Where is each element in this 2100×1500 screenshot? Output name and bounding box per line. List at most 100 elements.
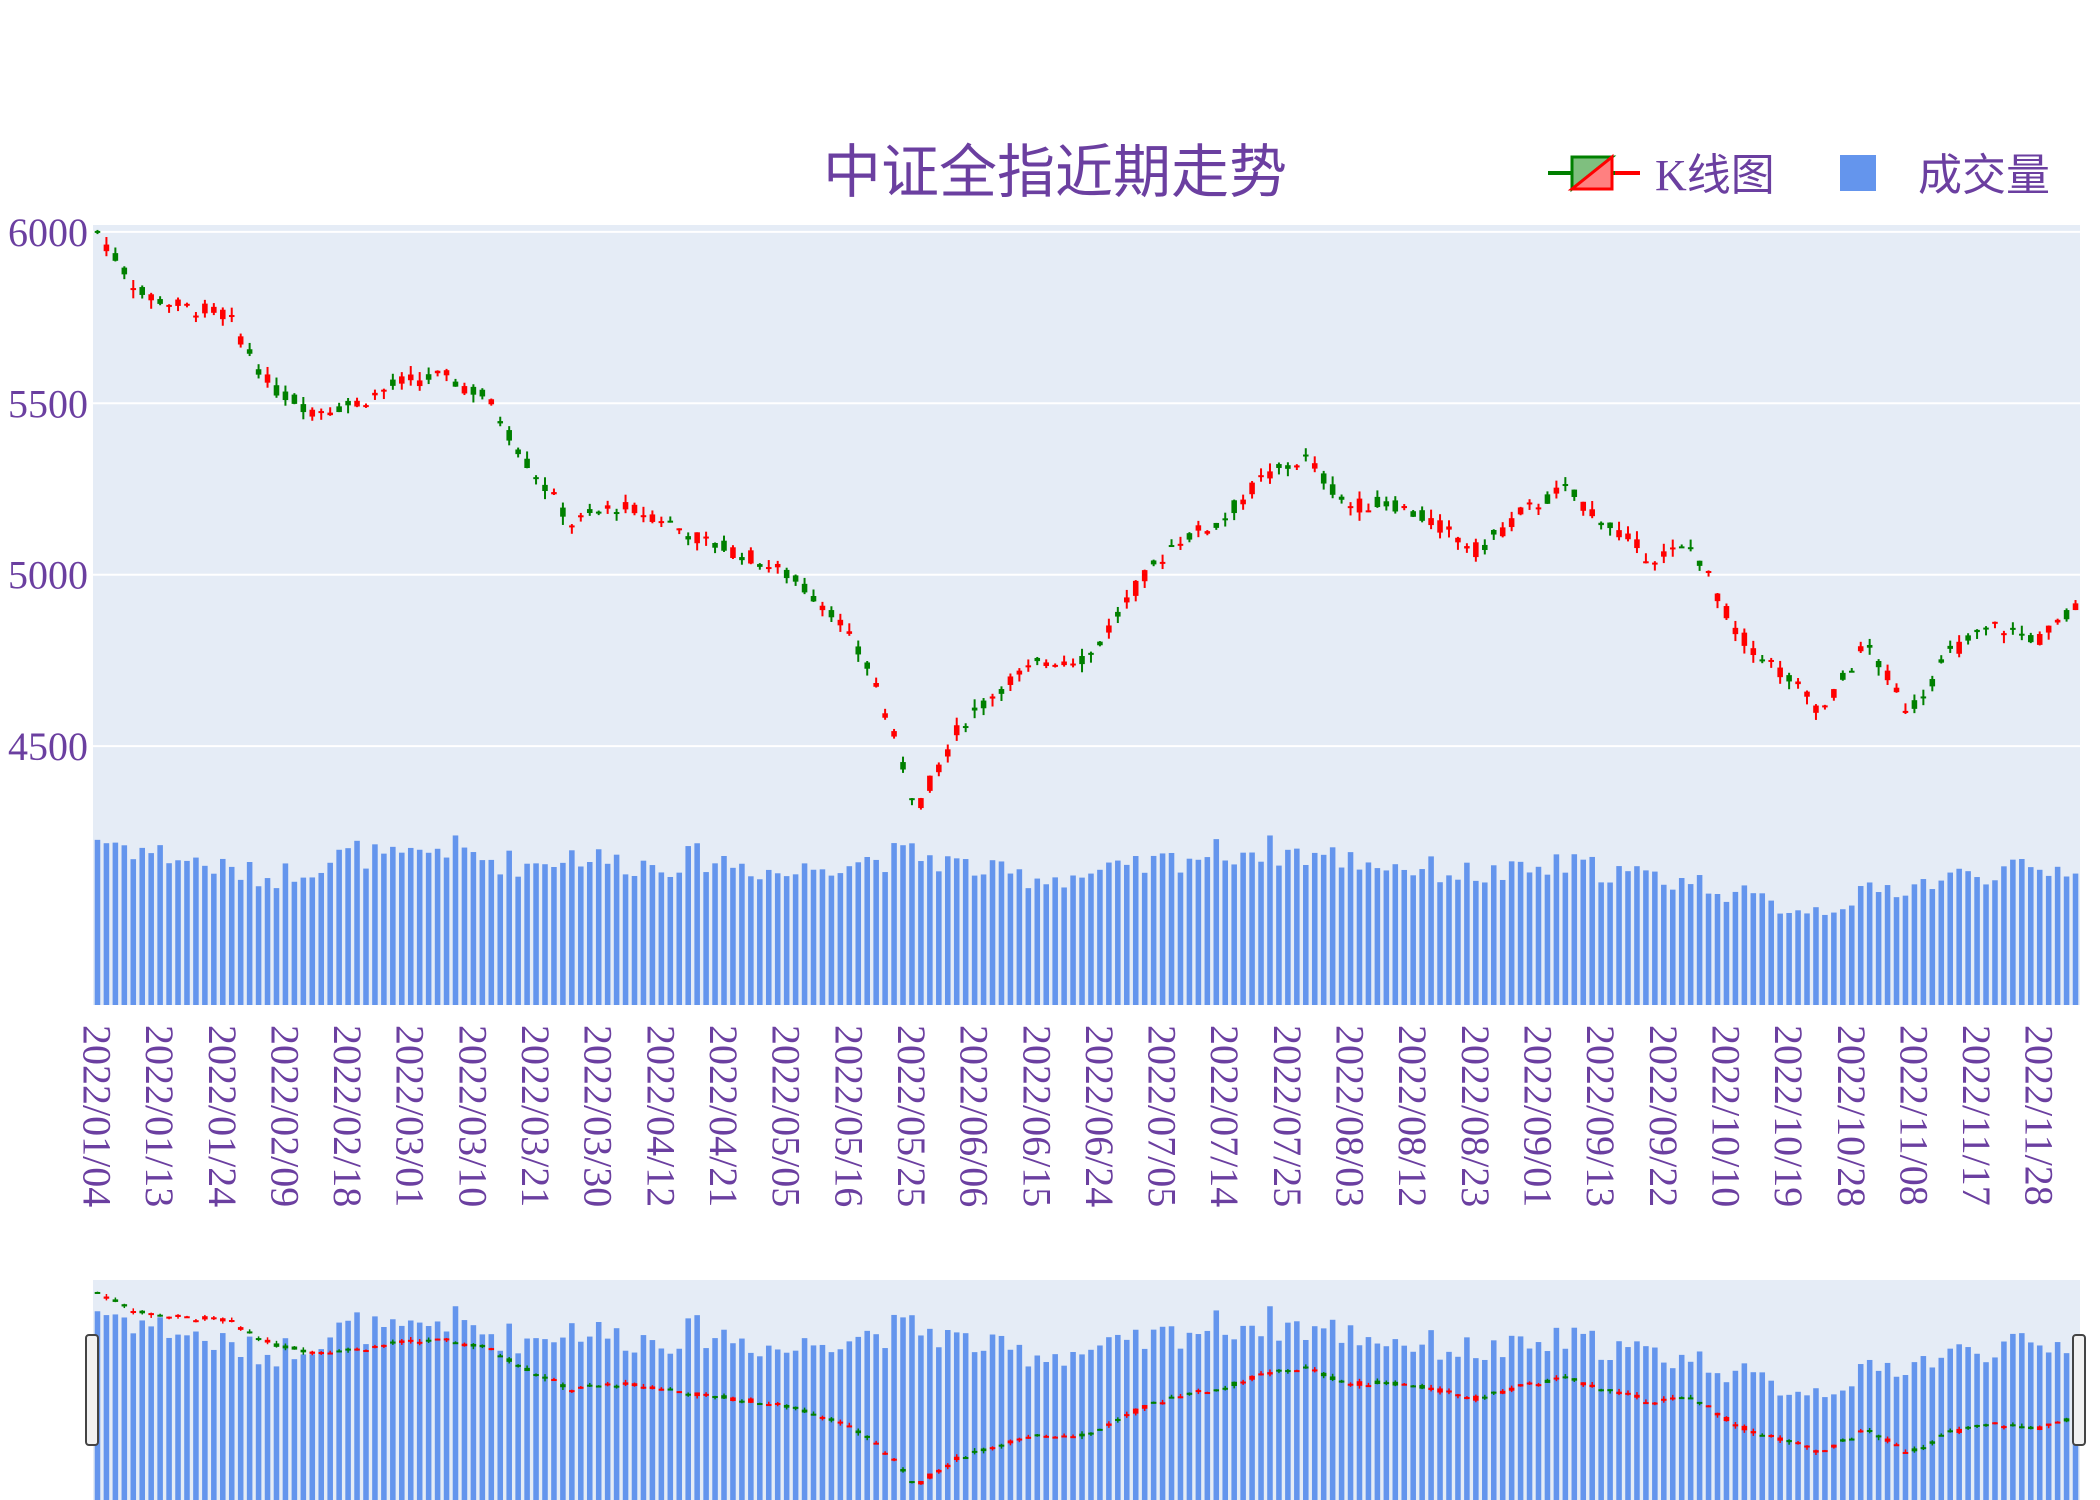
volume-bar [1544, 874, 1551, 1005]
mini-candle-body [1750, 1431, 1757, 1434]
volume-bar [1607, 882, 1613, 1005]
mini-candle-body [470, 1343, 477, 1347]
mini-candle-body [1795, 1442, 1801, 1445]
range-slider-right-handle[interactable] [2072, 1334, 2086, 1446]
volume-bar [1732, 891, 1739, 1005]
mini-volume-bar [354, 1312, 360, 1500]
volume-bar [1687, 884, 1694, 1005]
mini-volume-bar [604, 1338, 611, 1500]
range-slider[interactable] [85, 1280, 2086, 1500]
mini-candle-body [1920, 1447, 1927, 1450]
candle-body [336, 406, 342, 413]
candle-body [1473, 542, 1479, 558]
mini-candle-body [1016, 1438, 1023, 1441]
volume-bar [425, 852, 432, 1005]
volume-bar [1884, 885, 1891, 1005]
mini-candle-body [649, 1386, 656, 1389]
mini-candle-body [1723, 1417, 1730, 1422]
volume-bar [1938, 880, 1945, 1005]
candle-body [1822, 705, 1828, 708]
candle-body [175, 299, 181, 306]
candle-body [578, 515, 584, 518]
mini-volume-bar [739, 1338, 745, 1500]
volume-bar [1231, 864, 1237, 1005]
candle-body [1428, 518, 1434, 526]
candle-body [1383, 501, 1390, 507]
mini-volume-bar [1419, 1344, 1425, 1500]
volume-bar [273, 888, 280, 1005]
candle-body [846, 631, 853, 634]
candle-body [1580, 501, 1587, 511]
mini-volume-bar [1034, 1355, 1041, 1500]
mini-candle-body [560, 1384, 566, 1388]
candle-body [721, 540, 727, 551]
mini-volume-bar [1652, 1347, 1658, 1500]
main-plot-area[interactable] [93, 225, 2080, 1005]
volume-bar [1553, 854, 1560, 1005]
mini-candle-body [318, 1352, 325, 1355]
legend[interactable]: K线图 成交量 [1548, 151, 2050, 200]
volume-bar [452, 835, 459, 1005]
mini-volume-bar [121, 1317, 128, 1500]
candle-body [1544, 494, 1551, 504]
candle-body [1669, 547, 1676, 550]
volume-bar [470, 852, 477, 1005]
legend-item-volume[interactable]: 成交量 [1840, 151, 2050, 200]
volume-bar [1535, 866, 1542, 1005]
candle-body [1410, 511, 1416, 517]
mini-volume-bar [1168, 1326, 1175, 1500]
mini-volume-bar [407, 1320, 414, 1500]
candle-body [542, 484, 548, 492]
mini-volume-bar [2027, 1342, 2034, 1500]
range-slider-background[interactable] [93, 1280, 2080, 1500]
volume-bar [1902, 895, 1909, 1005]
date-tick-label: 2022/02/09 [262, 1025, 307, 1207]
mini-candle-body [783, 1404, 790, 1408]
range-slider-left-handle[interactable] [85, 1334, 99, 1446]
date-tick-label: 2022/10/28 [1829, 1025, 1874, 1207]
volume-bar [1482, 882, 1488, 1005]
candle-body [1455, 537, 1461, 543]
mini-candle-body [345, 1348, 351, 1351]
volume-bar [1097, 869, 1103, 1005]
mini-candle-body [372, 1345, 378, 1348]
volume-bar [488, 859, 495, 1005]
mini-candle-body [1061, 1435, 1067, 1438]
mini-volume-bar [595, 1322, 602, 1500]
mini-volume-bar [1571, 1327, 1578, 1500]
mini-candle-body [1195, 1390, 1202, 1393]
mini-candle-body [1383, 1382, 1390, 1385]
mini-volume-bar [1732, 1370, 1739, 1500]
volume-bar [1517, 861, 1524, 1005]
candle-body [712, 542, 718, 548]
mini-volume-bar [1213, 1310, 1220, 1500]
candle-body [390, 379, 396, 386]
candle-body [157, 299, 163, 304]
legend-item-candlestick[interactable]: K线图 [1548, 151, 1775, 200]
candle-body [1517, 507, 1524, 515]
volume-bar [1678, 878, 1685, 1005]
mini-candle-body [1768, 1434, 1774, 1437]
candle-body [1965, 635, 1971, 641]
volume-bar [783, 876, 790, 1005]
mini-volume-bar [1696, 1351, 1703, 1500]
mini-volume-bar [1007, 1349, 1014, 1500]
volume-bar [1822, 914, 1828, 1005]
volume-bar [1294, 848, 1300, 1005]
mini-candle-body [828, 1418, 835, 1421]
candle-body [2001, 633, 2007, 636]
mini-candle-body [1741, 1425, 1748, 1431]
volume-bar [1777, 913, 1783, 1005]
candle-body [1365, 510, 1372, 513]
mini-candle-body [962, 1457, 969, 1460]
mini-volume-bar [1195, 1334, 1202, 1500]
mini-candle-body [264, 1339, 271, 1343]
volume-bar [461, 847, 468, 1005]
mini-volume-bar [783, 1352, 790, 1500]
mini-candle-body [1499, 1390, 1506, 1394]
mini-volume-bar [1490, 1340, 1497, 1500]
mini-volume-bar [497, 1350, 504, 1500]
candle-body [1714, 593, 1721, 602]
mini-candle-body [488, 1348, 495, 1351]
candle-body [604, 505, 611, 509]
